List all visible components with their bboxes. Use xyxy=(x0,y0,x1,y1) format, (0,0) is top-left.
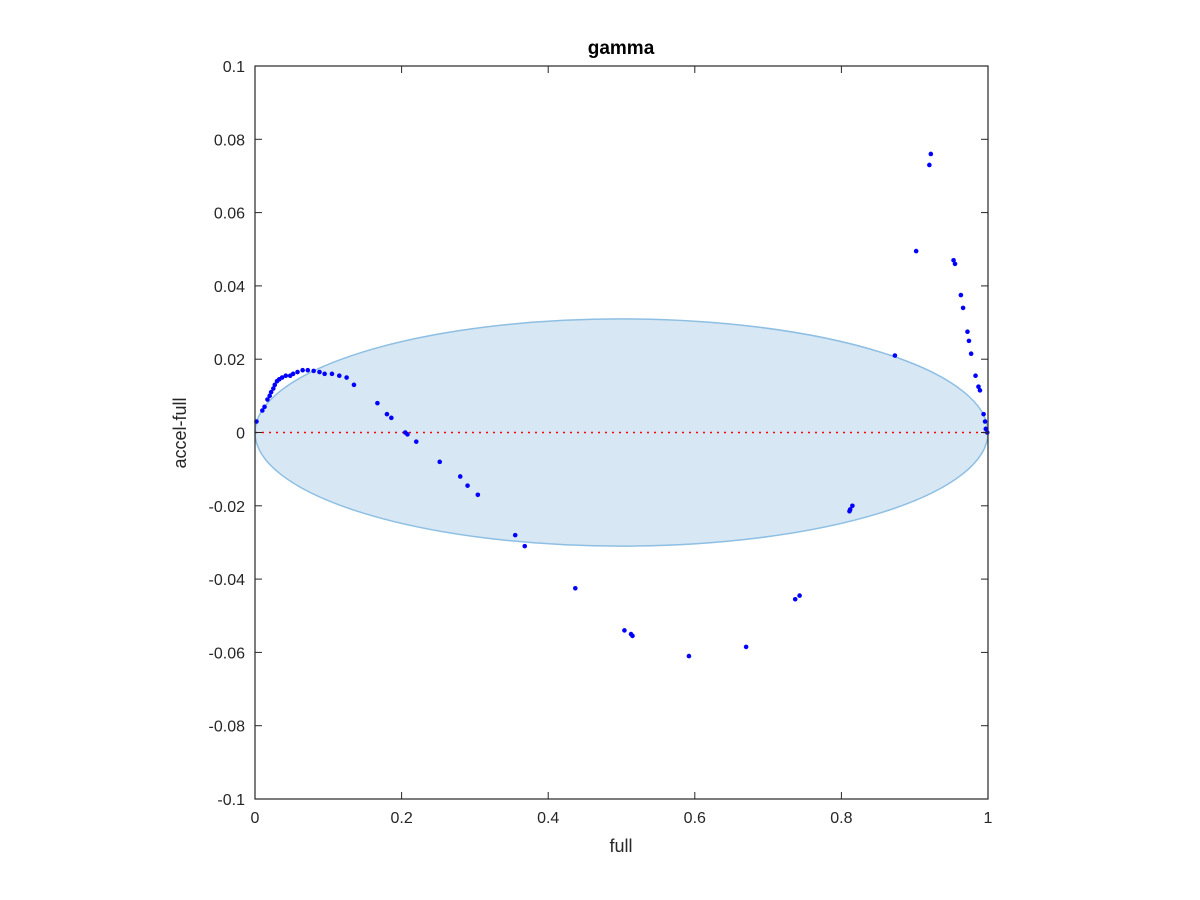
y-tick-label: 0.02 xyxy=(214,352,245,369)
x-tick-label: 0.2 xyxy=(390,810,412,827)
data-point xyxy=(305,367,311,373)
data-point xyxy=(475,492,481,498)
data-point xyxy=(344,375,349,380)
data-point xyxy=(892,353,898,358)
data-point xyxy=(295,369,300,375)
data-point xyxy=(968,351,974,357)
data-point xyxy=(437,459,443,465)
data-point xyxy=(573,585,578,591)
data-point xyxy=(384,411,390,417)
plot-area: 0 0.2 0.4 0.6 0.8 1 -0.1 -0.08 -0.06 -0.04 -0.02 0 0… xyxy=(209,59,993,827)
data-point xyxy=(351,382,357,388)
data-point xyxy=(850,503,855,509)
y-tick-label: 0.04 xyxy=(214,279,245,296)
data-point xyxy=(951,257,956,263)
data-point xyxy=(267,393,272,399)
y-tick-label: 0.06 xyxy=(214,206,245,223)
data-point xyxy=(982,419,988,424)
data-point xyxy=(976,384,981,389)
x-axis-label: full xyxy=(609,836,632,856)
data-point xyxy=(300,367,305,373)
y-tick-label: -0.08 xyxy=(209,719,246,736)
y-tick-label: -0.02 xyxy=(209,499,246,516)
data-point xyxy=(329,371,335,377)
data-point xyxy=(311,368,316,374)
data-point xyxy=(317,369,322,375)
y-tick-label: -0.1 xyxy=(217,792,245,809)
data-point xyxy=(279,375,285,380)
data-point xyxy=(973,373,978,378)
chart-title: gamma xyxy=(588,38,655,59)
data-point xyxy=(290,371,296,377)
data-point xyxy=(797,593,802,598)
data-point xyxy=(512,532,518,538)
data-point xyxy=(952,261,958,267)
data-point xyxy=(960,305,966,311)
data-point xyxy=(686,653,692,659)
data-point xyxy=(265,397,270,402)
data-point xyxy=(389,415,394,421)
data-point xyxy=(958,292,964,298)
x-tick-label: 1 xyxy=(984,810,993,827)
data-point xyxy=(977,388,983,393)
data-point xyxy=(847,507,853,512)
y-tick-label: 0 xyxy=(236,426,245,443)
data-point xyxy=(743,644,749,650)
data-point xyxy=(927,162,932,168)
data-point xyxy=(983,426,989,432)
data-point xyxy=(271,386,276,391)
data-point xyxy=(268,389,274,395)
data-point xyxy=(981,411,986,417)
x-tick-label: 0.4 xyxy=(537,810,559,827)
data-point xyxy=(272,382,278,388)
y-axis-label: accel-full xyxy=(170,397,190,468)
data-point xyxy=(792,596,798,602)
data-point xyxy=(913,248,919,254)
data-point xyxy=(966,338,972,344)
y-tick-label: 0.08 xyxy=(214,132,245,149)
data-point xyxy=(283,373,289,378)
x-tick-label: 0.8 xyxy=(830,810,852,827)
data-point xyxy=(465,483,470,488)
data-point xyxy=(260,408,265,413)
data-point xyxy=(336,373,342,378)
x-tick-label: 0.6 xyxy=(684,810,706,827)
y-tick-label: -0.06 xyxy=(209,645,246,662)
data-point xyxy=(522,543,528,549)
data-point xyxy=(965,329,970,335)
data-point xyxy=(622,628,627,633)
data-point xyxy=(405,432,410,437)
data-point xyxy=(375,400,380,406)
data-point xyxy=(630,633,635,639)
x-tick-label: 0 xyxy=(251,810,260,827)
data-point xyxy=(262,404,267,410)
data-point xyxy=(322,371,327,377)
y-tick-label: 0.1 xyxy=(223,59,245,76)
data-point xyxy=(413,439,419,444)
data-point xyxy=(457,474,463,479)
y-tick-label: -0.04 xyxy=(209,572,246,589)
data-point xyxy=(928,151,934,157)
